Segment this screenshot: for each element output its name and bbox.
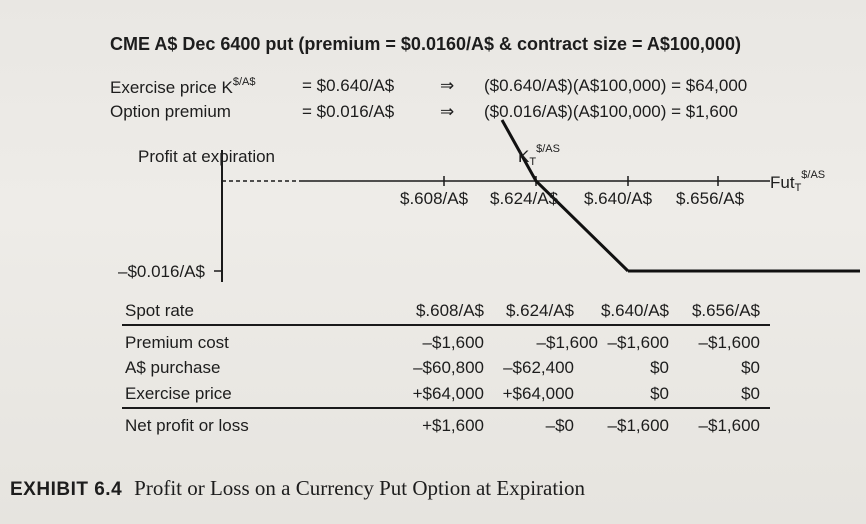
table-cell: –$1,600 [607, 416, 669, 435]
exercise-price-label: Exercise price K$/A$ [110, 76, 256, 97]
table-cell: –$1,600 [422, 333, 484, 352]
x-tick-label-4: $.656/A$ [676, 189, 745, 208]
table-total-rule [122, 407, 770, 409]
table-cell: –$1,600 [698, 416, 760, 435]
table-row-label: Net profit or loss [125, 416, 249, 435]
exercise-price-label-sup: $/A$ [232, 76, 256, 88]
premium-arrow: ⇒ [440, 102, 455, 121]
x-tick-label-2: $.624/A$ [490, 189, 559, 208]
table-header-rule [122, 324, 770, 326]
table-cell: $0 [741, 384, 760, 403]
exhibit-number: EXHIBIT 6.4 [10, 479, 123, 500]
table-cell: $0 [650, 384, 669, 403]
table-cell: +$64,000 [412, 384, 484, 403]
exhibit-caption: EXHIBIT 6.4 Profit or Loss on a Currency … [10, 476, 585, 501]
exercise-arrow: ⇒ [440, 76, 455, 95]
table-cell: –$62,400 [503, 358, 574, 377]
exercise-calc: ($0.640/A$)(A$100,000) = $64,000 [484, 76, 748, 95]
table-cell: +$64,000 [502, 384, 574, 403]
exhibit-title: CME A$ Dec 6400 put (premium = $0.0160/A… [110, 34, 741, 54]
table-cell: $0 [650, 358, 669, 377]
exercise-price-value: = $0.640/A$ [302, 76, 395, 95]
option-premium-label: Option premium [110, 102, 231, 121]
strike-label: KT$/AS [518, 143, 560, 168]
table-cell: $.640/A$ [600, 301, 669, 320]
table-cell: –$0 [545, 416, 574, 435]
table-cell: $.656/A$ [691, 301, 760, 320]
table-row-label: Spot rate [125, 301, 194, 320]
table-row-label: Premium cost [125, 333, 229, 352]
put-payoff-line [500, 119, 630, 273]
premium-calc: ($0.016/A$)(A$100,000) = $1,600 [484, 102, 738, 121]
table-row-label: Exercise price [125, 384, 232, 403]
fut-label: FutT$/AS [770, 169, 826, 194]
x-tick-label-1: $.608/A$ [400, 189, 469, 208]
table-cell: $.624/A$ [505, 301, 574, 320]
exhibit-caption-text: Profit or Loss on a Currency Put Option … [134, 476, 586, 500]
table-cell: –$1,600 [698, 333, 760, 352]
table-cell: –$1,600 [536, 333, 598, 352]
option-premium-value: = $0.016/A$ [302, 102, 395, 121]
x-tick-label-3: $.640/A$ [584, 189, 653, 208]
table-cell: $0 [741, 358, 760, 377]
table-cell: +$1,600 [422, 416, 484, 435]
table-row-label: A$ purchase [125, 358, 221, 377]
table-cell: $.608/A$ [415, 301, 484, 320]
table-cell: –$1,600 [607, 333, 669, 352]
y-value-label: –$0.016/A$ [118, 262, 205, 281]
table-cell: –$60,800 [413, 358, 484, 377]
y-axis-label: Profit at expiration [138, 147, 276, 166]
